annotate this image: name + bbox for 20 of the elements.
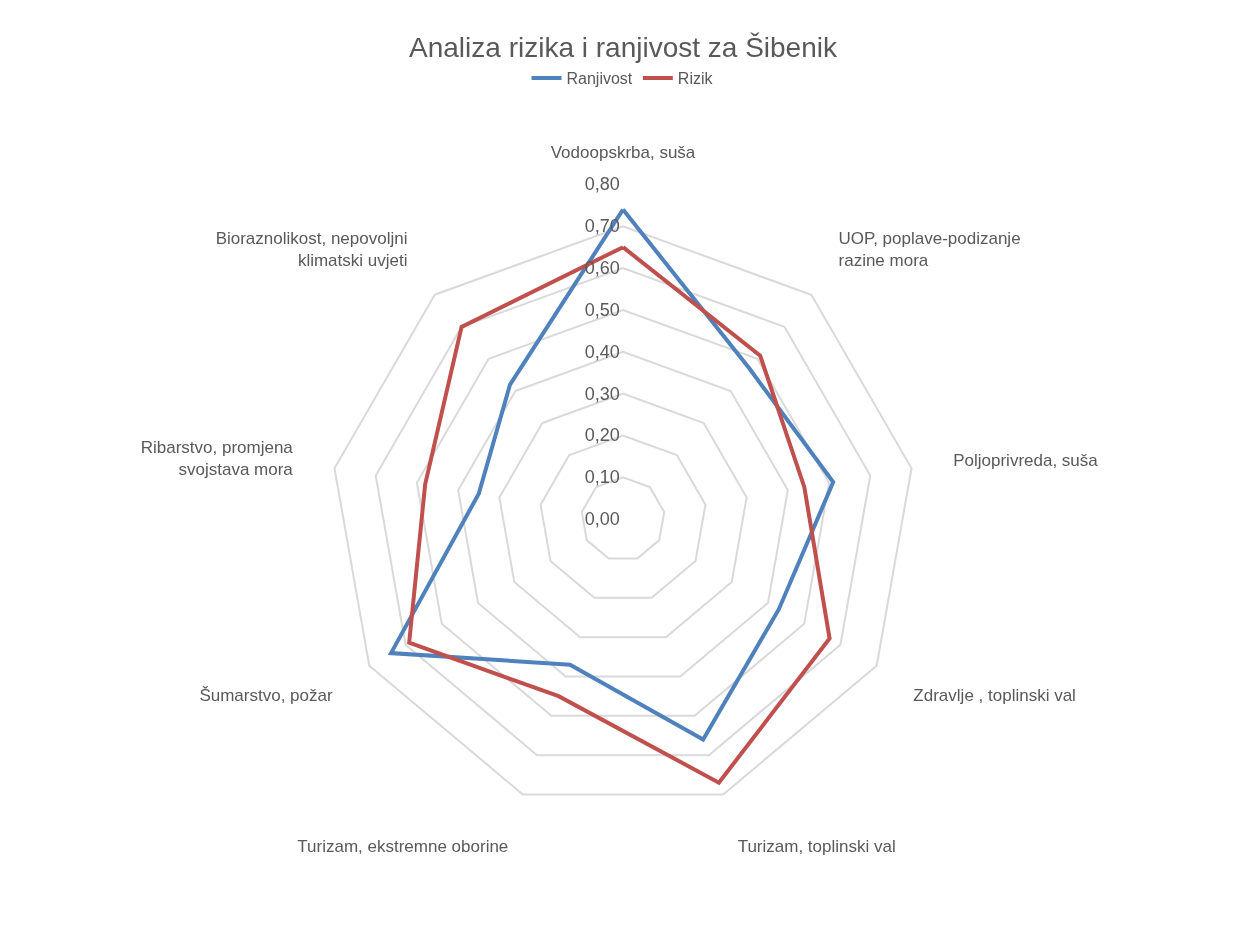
spoke-label: Ribarstvo, promjena svojstava mora	[140, 438, 294, 480]
spoke-label: Turizam, toplinski val	[737, 837, 896, 857]
y-tick-label: 0,20	[584, 425, 620, 446]
y-tick-label: 0,50	[584, 299, 620, 320]
spoke-label: Šumarstvo, požar	[199, 685, 333, 705]
y-tick-label: 0,60	[584, 257, 620, 278]
spoke-label: Poljoprivreda, suša	[953, 451, 1099, 471]
y-tick-label: 0,30	[584, 383, 620, 404]
y-tick-label: 0,10	[584, 467, 620, 488]
spoke-label: Turizam, ekstremne oborine	[297, 837, 509, 857]
spoke-label: UOP, poplave-podizanje razine mora	[838, 229, 1021, 271]
chart-title: Analiza rizika i ranjivost za Šibenik	[409, 32, 838, 64]
spoke-label: Zdravlje , toplinski val	[913, 685, 1076, 705]
legend-label: Rizik	[677, 70, 714, 88]
spoke-label: Vodoopskrba, suša	[550, 143, 696, 163]
legend-label: Ranjivost	[566, 70, 633, 88]
spoke-label: Bioraznolikost, nepovoljni klimatski uvjeti	[215, 229, 408, 271]
y-tick-label: 0,00	[584, 509, 620, 530]
y-tick-label: 0,80	[584, 174, 620, 195]
y-tick-label: 0,40	[584, 341, 620, 362]
